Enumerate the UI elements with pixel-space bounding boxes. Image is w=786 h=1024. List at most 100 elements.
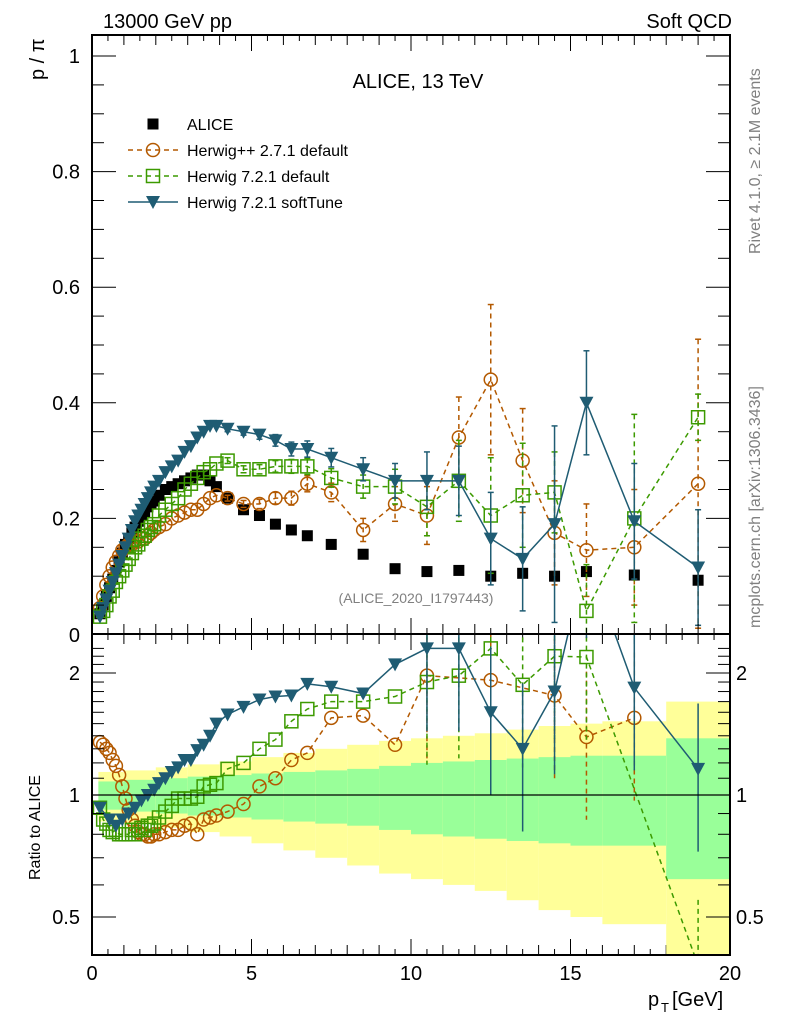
series-3-point	[209, 419, 224, 433]
mcplots-label: mcplots.cern.ch [arXiv:1306.3436]	[747, 386, 764, 628]
legend-item: ALICE	[147, 117, 233, 134]
ratio-series-2-point	[183, 754, 198, 768]
legend-marker	[146, 196, 160, 209]
series-2-point	[324, 470, 339, 486]
series-1-point	[355, 522, 371, 538]
ratio-series-0-point	[300, 745, 315, 761]
legend: ALICE Herwig++ 2.7.1 default Herwig 7.2.1 …	[128, 117, 349, 212]
ratio-series-2-point	[547, 685, 562, 699]
main-plot-series	[92, 303, 706, 634]
series-0-point	[204, 475, 216, 487]
legend-item: Herwig 7.2.1 default	[128, 168, 330, 186]
ratio-series-2-point	[92, 801, 107, 815]
ratio-series-2-point	[128, 801, 143, 815]
ratio-series-2-point	[134, 794, 149, 808]
ratio-series-0-point	[177, 818, 192, 833]
ratio-series-0-point	[252, 779, 267, 794]
ratio-series-0-point	[102, 745, 117, 761]
ratio-series-0-point	[183, 816, 199, 831]
series-0-point	[453, 564, 465, 576]
ratio-series-2-point	[483, 706, 498, 720]
band-inner	[219, 775, 252, 818]
legend-item: Herwig 7.2.1 softTune	[128, 195, 343, 212]
x-axis-label-p: p	[648, 989, 659, 1011]
series-0-point	[357, 548, 369, 560]
ratio-series-0-point	[164, 822, 179, 838]
series-1-point	[220, 490, 235, 506]
series-1-point	[284, 490, 299, 506]
series-0-point	[159, 484, 171, 495]
series-1-point	[151, 519, 167, 535]
series-1-point	[202, 490, 218, 506]
ratio-plot-series	[92, 634, 706, 972]
ratio-series-0-point	[118, 791, 133, 806]
band-inner	[283, 771, 316, 822]
legend-marker	[145, 168, 161, 184]
ratio-series-2-point	[171, 761, 186, 775]
ratio-series-0-point	[284, 752, 299, 768]
series-1-point	[236, 496, 251, 512]
series-1-point	[268, 490, 283, 506]
ratio-series-2-point	[419, 642, 434, 656]
ratio-y-tick-label-right: 0.5	[736, 907, 764, 929]
ratio-series-0-point	[268, 770, 283, 786]
series-2-point	[236, 462, 251, 477]
ratio-plot-axes: 0 5 10 15 20 0.5 0.5 1 1 2 2	[52, 633, 764, 985]
legend-marker	[147, 118, 159, 130]
x-tick-label: 15	[559, 963, 581, 985]
ratio-series-2-point	[209, 717, 224, 731]
series-0-point	[253, 510, 265, 522]
series-3-point	[177, 445, 192, 459]
series-2-point	[690, 410, 706, 425]
ratio-series-1-point	[692, 959, 705, 972]
series-3-point	[579, 396, 594, 410]
legend-label: Herwig 7.2.1 default	[187, 169, 330, 186]
ratio-series-2-point	[388, 658, 403, 672]
y-axis-label: p / π	[27, 38, 49, 80]
series-3-point	[151, 474, 166, 488]
x-tick-label: 0	[86, 963, 97, 985]
series-0-point	[148, 495, 160, 507]
series-3-point	[300, 443, 315, 457]
x-tick-label: 20	[719, 963, 741, 985]
y-tick-label: 0.8	[52, 162, 80, 184]
series-0-point	[325, 538, 337, 550]
y-tick-label: 1	[69, 46, 80, 68]
series-1-point	[579, 542, 594, 558]
ratio-series-0-point	[236, 796, 251, 812]
ratio-series-2-point	[108, 819, 123, 833]
series-3-point	[483, 532, 498, 546]
ratio-series-2-point	[164, 765, 179, 779]
series-3-point	[196, 425, 211, 439]
series-3-point	[183, 440, 198, 454]
series-3-point	[451, 474, 466, 488]
ratio-series-0-point	[190, 827, 205, 842]
ratio-series-1-point	[252, 741, 267, 757]
rivet-version-label: Rivet 4.1.0, ≥ 2.1M events	[747, 68, 764, 254]
ratio-series-0-point	[202, 810, 218, 825]
ratio-series-2-point	[151, 777, 166, 791]
ratio-series-1-point	[300, 701, 315, 717]
series-3-point	[236, 425, 251, 439]
series-3-point	[547, 518, 562, 532]
series-3-point	[268, 434, 283, 448]
band-inner	[379, 765, 411, 830]
ratio-series-2-point	[300, 677, 315, 691]
ratio-y-axis-label: Ratio to ALICE	[27, 775, 44, 880]
ratio-series-2-point	[451, 642, 466, 656]
ratio-y-tick-label: 2	[69, 663, 80, 685]
ratio-series-2-point	[158, 772, 173, 786]
legend-item: Herwig++ 2.7.1 default	[128, 142, 349, 160]
ratio-series-0-point	[387, 737, 403, 753]
ratio-series-1-point	[268, 732, 283, 747]
ratio-y-tick-label: 1	[69, 785, 80, 807]
ratio-series-1-line	[99, 647, 696, 955]
ratio-series-1-point	[143, 818, 159, 833]
band-inner	[347, 768, 380, 826]
chart-title: ALICE, 13 TeV	[353, 71, 484, 93]
series-1-point	[483, 372, 498, 387]
series-0-point	[421, 566, 433, 578]
ratio-series-2-point	[284, 689, 299, 703]
ratio-series-1-point	[579, 649, 594, 665]
